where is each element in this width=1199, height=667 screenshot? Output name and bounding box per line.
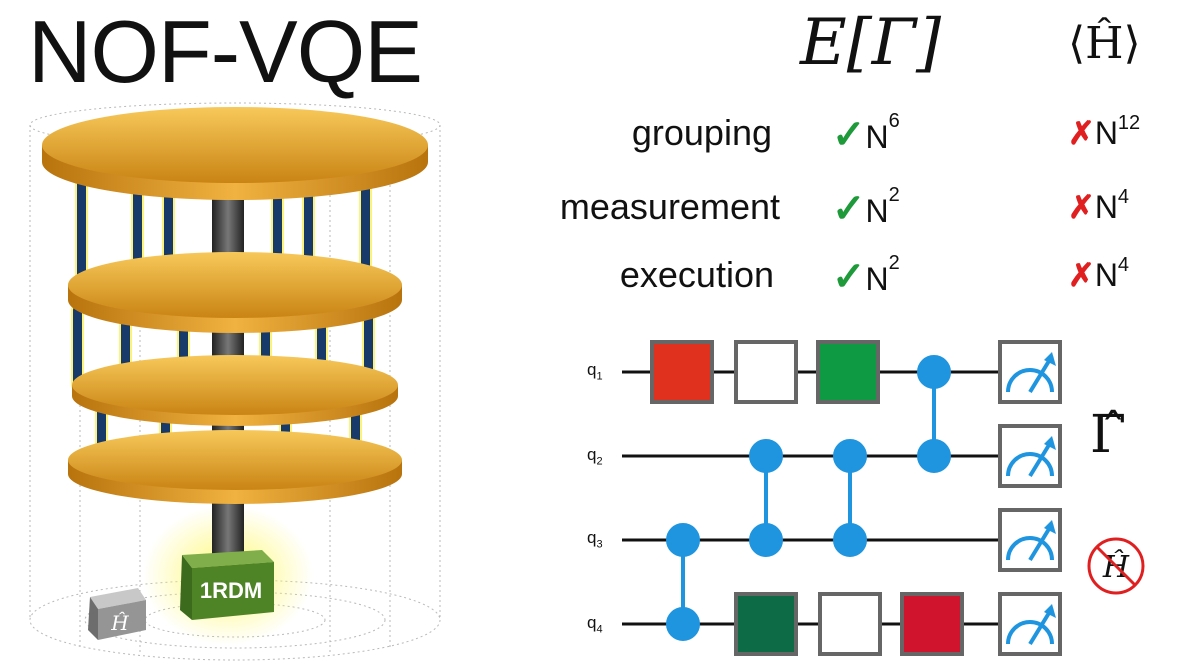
single-qubit-gate bbox=[650, 340, 714, 404]
row-execution-nof-cost: ✓N2 bbox=[832, 252, 900, 299]
page-title: NOF-VQE bbox=[28, 2, 423, 101]
cross-icon: ✗ bbox=[1068, 115, 1095, 151]
single-qubit-gate bbox=[734, 592, 798, 656]
row-label-measurement: measurement bbox=[559, 186, 780, 227]
measurement-meter-icon bbox=[998, 508, 1062, 572]
measurement-meter-icon bbox=[998, 424, 1062, 488]
measurement-meter-icon bbox=[998, 592, 1062, 656]
single-qubit-gate bbox=[816, 340, 880, 404]
qubit-label-3: q3 bbox=[587, 528, 603, 551]
qubit-label-2: q2 bbox=[587, 445, 603, 468]
disk-layer bbox=[72, 355, 398, 426]
disk-layer bbox=[68, 252, 402, 333]
hamiltonian-block: Ĥ bbox=[88, 588, 146, 640]
measurement-meter-icon bbox=[998, 340, 1062, 404]
cross-icon: ✗ bbox=[1068, 189, 1095, 225]
row-grouping-hamiltonian-cost: ✗N12 bbox=[1068, 112, 1141, 151]
check-icon: ✓ bbox=[832, 255, 866, 299]
hamiltonian-expectation-header: ⟨Ĥ⟩ bbox=[1068, 18, 1141, 69]
row-execution-hamiltonian-cost: ✗N4 bbox=[1068, 254, 1130, 293]
cube-label: 1RDM bbox=[200, 578, 262, 603]
check-icon: ✓ bbox=[832, 113, 866, 157]
quantum-circuit bbox=[622, 340, 1062, 656]
entangling-gates bbox=[666, 355, 951, 641]
disk-layer bbox=[42, 107, 428, 200]
1rdm-cube: 1RDM bbox=[180, 550, 274, 620]
row-measurement-nof-cost: ✓N2 bbox=[832, 184, 900, 231]
no-hamiltonian-icon: Ĥ bbox=[1086, 536, 1146, 596]
row-measurement-hamiltonian-cost: ✗N4 bbox=[1068, 186, 1130, 225]
row-label-grouping: grouping bbox=[631, 112, 772, 153]
row-label-execution: execution bbox=[619, 254, 774, 295]
qubit-wires bbox=[622, 370, 1000, 626]
svg-text:Ĥ: Ĥ bbox=[110, 611, 129, 635]
qubit-label-1: q1 bbox=[587, 360, 603, 383]
row-grouping-nof-cost: ✓N6 bbox=[832, 110, 900, 157]
single-qubit-gate bbox=[818, 592, 882, 656]
gamma-hat-label: Γ̂ bbox=[1090, 405, 1127, 465]
check-icon: ✓ bbox=[832, 187, 866, 231]
cross-icon: ✗ bbox=[1068, 257, 1095, 293]
single-qubit-gate bbox=[900, 592, 964, 656]
disk-layer bbox=[68, 430, 402, 504]
qubit-label-4: q4 bbox=[587, 613, 603, 636]
energy-functional-header: E[Γ] bbox=[800, 6, 942, 80]
single-qubit-gate bbox=[734, 340, 798, 404]
nof-tower-illustration: 1RDM Ĥ bbox=[29, 102, 441, 661]
